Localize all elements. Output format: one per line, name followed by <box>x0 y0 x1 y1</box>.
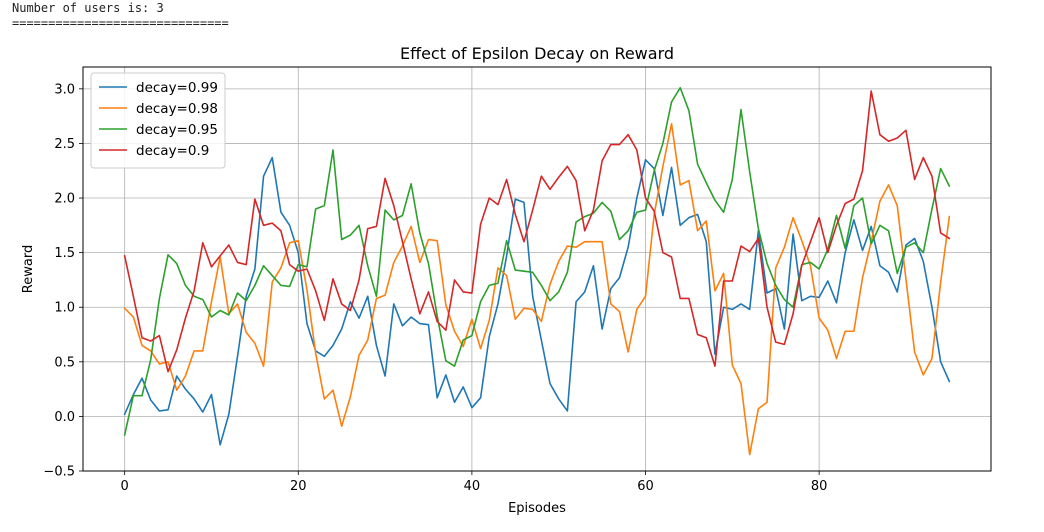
series-line-4 <box>123 90 951 373</box>
series-lines <box>123 86 951 456</box>
series-line-2 <box>123 122 951 456</box>
y-tick-label: 1.5 <box>54 246 75 261</box>
console-separator: ============================== <box>12 16 229 30</box>
axes-frame <box>82 66 992 472</box>
y-tick-label: 0.0 <box>54 410 75 425</box>
x-axis-label: Episodes <box>508 501 566 516</box>
x-tick-label: 80 <box>811 479 828 494</box>
axis-ticks: 0 20 40 60 80 −0.5 0.0 0.5 1.0 1.5 2.0 2.5 3.0 <box>43 82 827 494</box>
series-line-1 <box>123 156 951 446</box>
y-axis-label: Reward <box>21 245 36 293</box>
console-output-line: Number of users is: 3 <box>12 1 164 15</box>
y-tick-label: 2.5 <box>54 137 75 152</box>
chart-title: Effect of Epsilon Decay on Reward <box>400 44 674 63</box>
legend-label: decay=0.98 <box>136 101 218 117</box>
legend-label: decay=0.9 <box>136 143 209 159</box>
x-tick-label: 60 <box>637 479 654 494</box>
legend: decay=0.99 decay=0.98 decay=0.95 decay=0.9 <box>90 72 226 169</box>
y-tick-label: 3.0 <box>54 82 75 97</box>
y-tick-label: 2.0 <box>54 192 75 207</box>
y-tick-label: 1.0 <box>54 301 75 316</box>
y-tick-label: 0.5 <box>54 355 75 370</box>
x-tick-label: 0 <box>121 479 129 494</box>
y-tick-label: −0.5 <box>43 465 75 480</box>
x-tick-label: 40 <box>464 479 481 494</box>
x-tick-label: 20 <box>290 479 307 494</box>
legend-box <box>90 72 226 169</box>
legend-label: decay=0.95 <box>136 122 218 138</box>
legend-label: decay=0.99 <box>136 80 218 96</box>
series-line-3 <box>123 86 951 436</box>
